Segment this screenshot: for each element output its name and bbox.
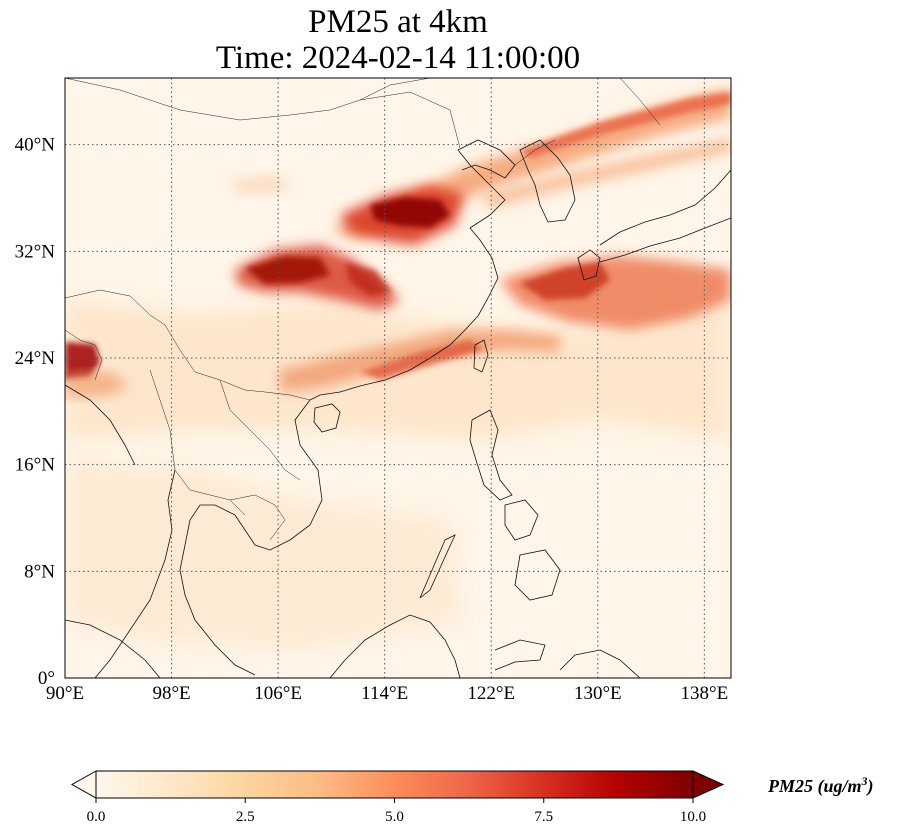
new-guinea-west [559, 649, 641, 678]
lat-tick-label: 40°N [15, 135, 56, 156]
mindanao [514, 549, 561, 601]
country-borders [65, 78, 661, 541]
china-north-border [65, 78, 461, 149]
taiwan-island [473, 339, 489, 373]
lat-tick-label: 0° [38, 668, 55, 689]
chart-title-line2: Time: 2024-02-14 11:00:00 [215, 40, 581, 76]
lon-tick-label: 98°E [152, 683, 190, 704]
pm25-hubei-core [345, 262, 392, 296]
colorbar-gradient [96, 771, 693, 798]
lon-tick-label: 90°E [46, 683, 84, 704]
colorbar-tick-label: 5.0 [385, 809, 404, 825]
chart-title-line1: PM25 at 4km [308, 4, 488, 40]
colorbar-tick-label: 10.0 [680, 809, 706, 825]
colorbar-tick-label: 2.5 [236, 809, 255, 825]
pm25-second-belt [480, 138, 731, 208]
malay-peninsula [179, 569, 256, 676]
lon-tick-label: 114°E [361, 683, 408, 704]
sulawesi-north [494, 639, 546, 671]
thailand-gulf [179, 504, 236, 571]
luzon [469, 409, 513, 501]
colorbar-extend-max [692, 770, 725, 799]
korea-peninsula [519, 139, 576, 223]
japan-honshu-south [599, 217, 731, 263]
colorbar-label: PM25 (ug/m3) [768, 774, 874, 797]
thailand-border [149, 369, 246, 516]
philippines-visayas [504, 499, 539, 541]
pm25-northeast-belt-core [520, 92, 731, 158]
colorbar-ticks: 0.0 2.5 5.0 7.5 10.0 [87, 798, 706, 825]
palawan [419, 534, 456, 599]
india-bangladesh-border [65, 329, 103, 381]
myanmar-coast [65, 384, 136, 466]
indochina-coast [234, 399, 323, 551]
pm25-mongolia-streak [230, 175, 290, 195]
hainan-island [313, 403, 341, 433]
pm25-field [65, 88, 731, 650]
laos-vietnam-border [219, 379, 301, 481]
lon-tick-label: 130°E [574, 683, 622, 704]
pm25-south-haze [65, 460, 460, 650]
china-east-coastline [309, 149, 506, 401]
lat-tick-label: 32°N [15, 241, 56, 262]
colorbar-tick-label: 7.5 [534, 809, 553, 825]
pm25-central-east-core [370, 197, 450, 228]
russia-border-ne [619, 78, 661, 126]
lon-tick-label: 122°E [467, 683, 515, 704]
longitude-tick-labels: 90°E 98°E 106°E 114°E 122°E 130°E 138°E [46, 683, 728, 704]
china-southwest-border [65, 289, 311, 401]
pm25-taiwan-strait-core [360, 340, 485, 380]
pm25-kyushu-core [520, 262, 610, 300]
colorbar-label-close: ) [867, 776, 874, 796]
map-panel [65, 78, 731, 678]
lat-tick-label: 16°N [15, 455, 56, 476]
north-korea-border [514, 139, 556, 166]
colorbar-tick-label: 0.0 [87, 809, 106, 825]
japan-honshu [599, 169, 731, 246]
sumatra [65, 619, 161, 678]
colorbar-label-exponent: 3 [861, 774, 868, 788]
colorbar-extend-min [70, 770, 97, 799]
borneo-north [329, 614, 461, 678]
pm25-myanmar-hotspot [65, 342, 100, 380]
lat-tick-label: 8°N [24, 561, 55, 582]
andaman-coast [94, 469, 176, 678]
lon-tick-label: 106°E [254, 683, 302, 704]
lat-tick-label: 24°N [15, 348, 56, 369]
map-frame [64, 77, 732, 679]
pm25-bay-of-bengal-band [65, 372, 130, 398]
pm25-sichuan-core [245, 256, 330, 284]
colorbar: 0.0 2.5 5.0 7.5 10.0 [70, 770, 725, 825]
cambodia-border [229, 494, 286, 541]
lon-tick-label: 138°E [681, 683, 729, 704]
bohai-bay [457, 139, 516, 179]
gridlines [65, 78, 731, 678]
coastlines [65, 139, 731, 678]
colorbar-label-main: PM25 (ug/m [768, 776, 862, 796]
mongolia-border [359, 78, 431, 101]
latitude-tick-labels: 0° 8°N 16°N 24°N 32°N 40°N [15, 135, 56, 689]
